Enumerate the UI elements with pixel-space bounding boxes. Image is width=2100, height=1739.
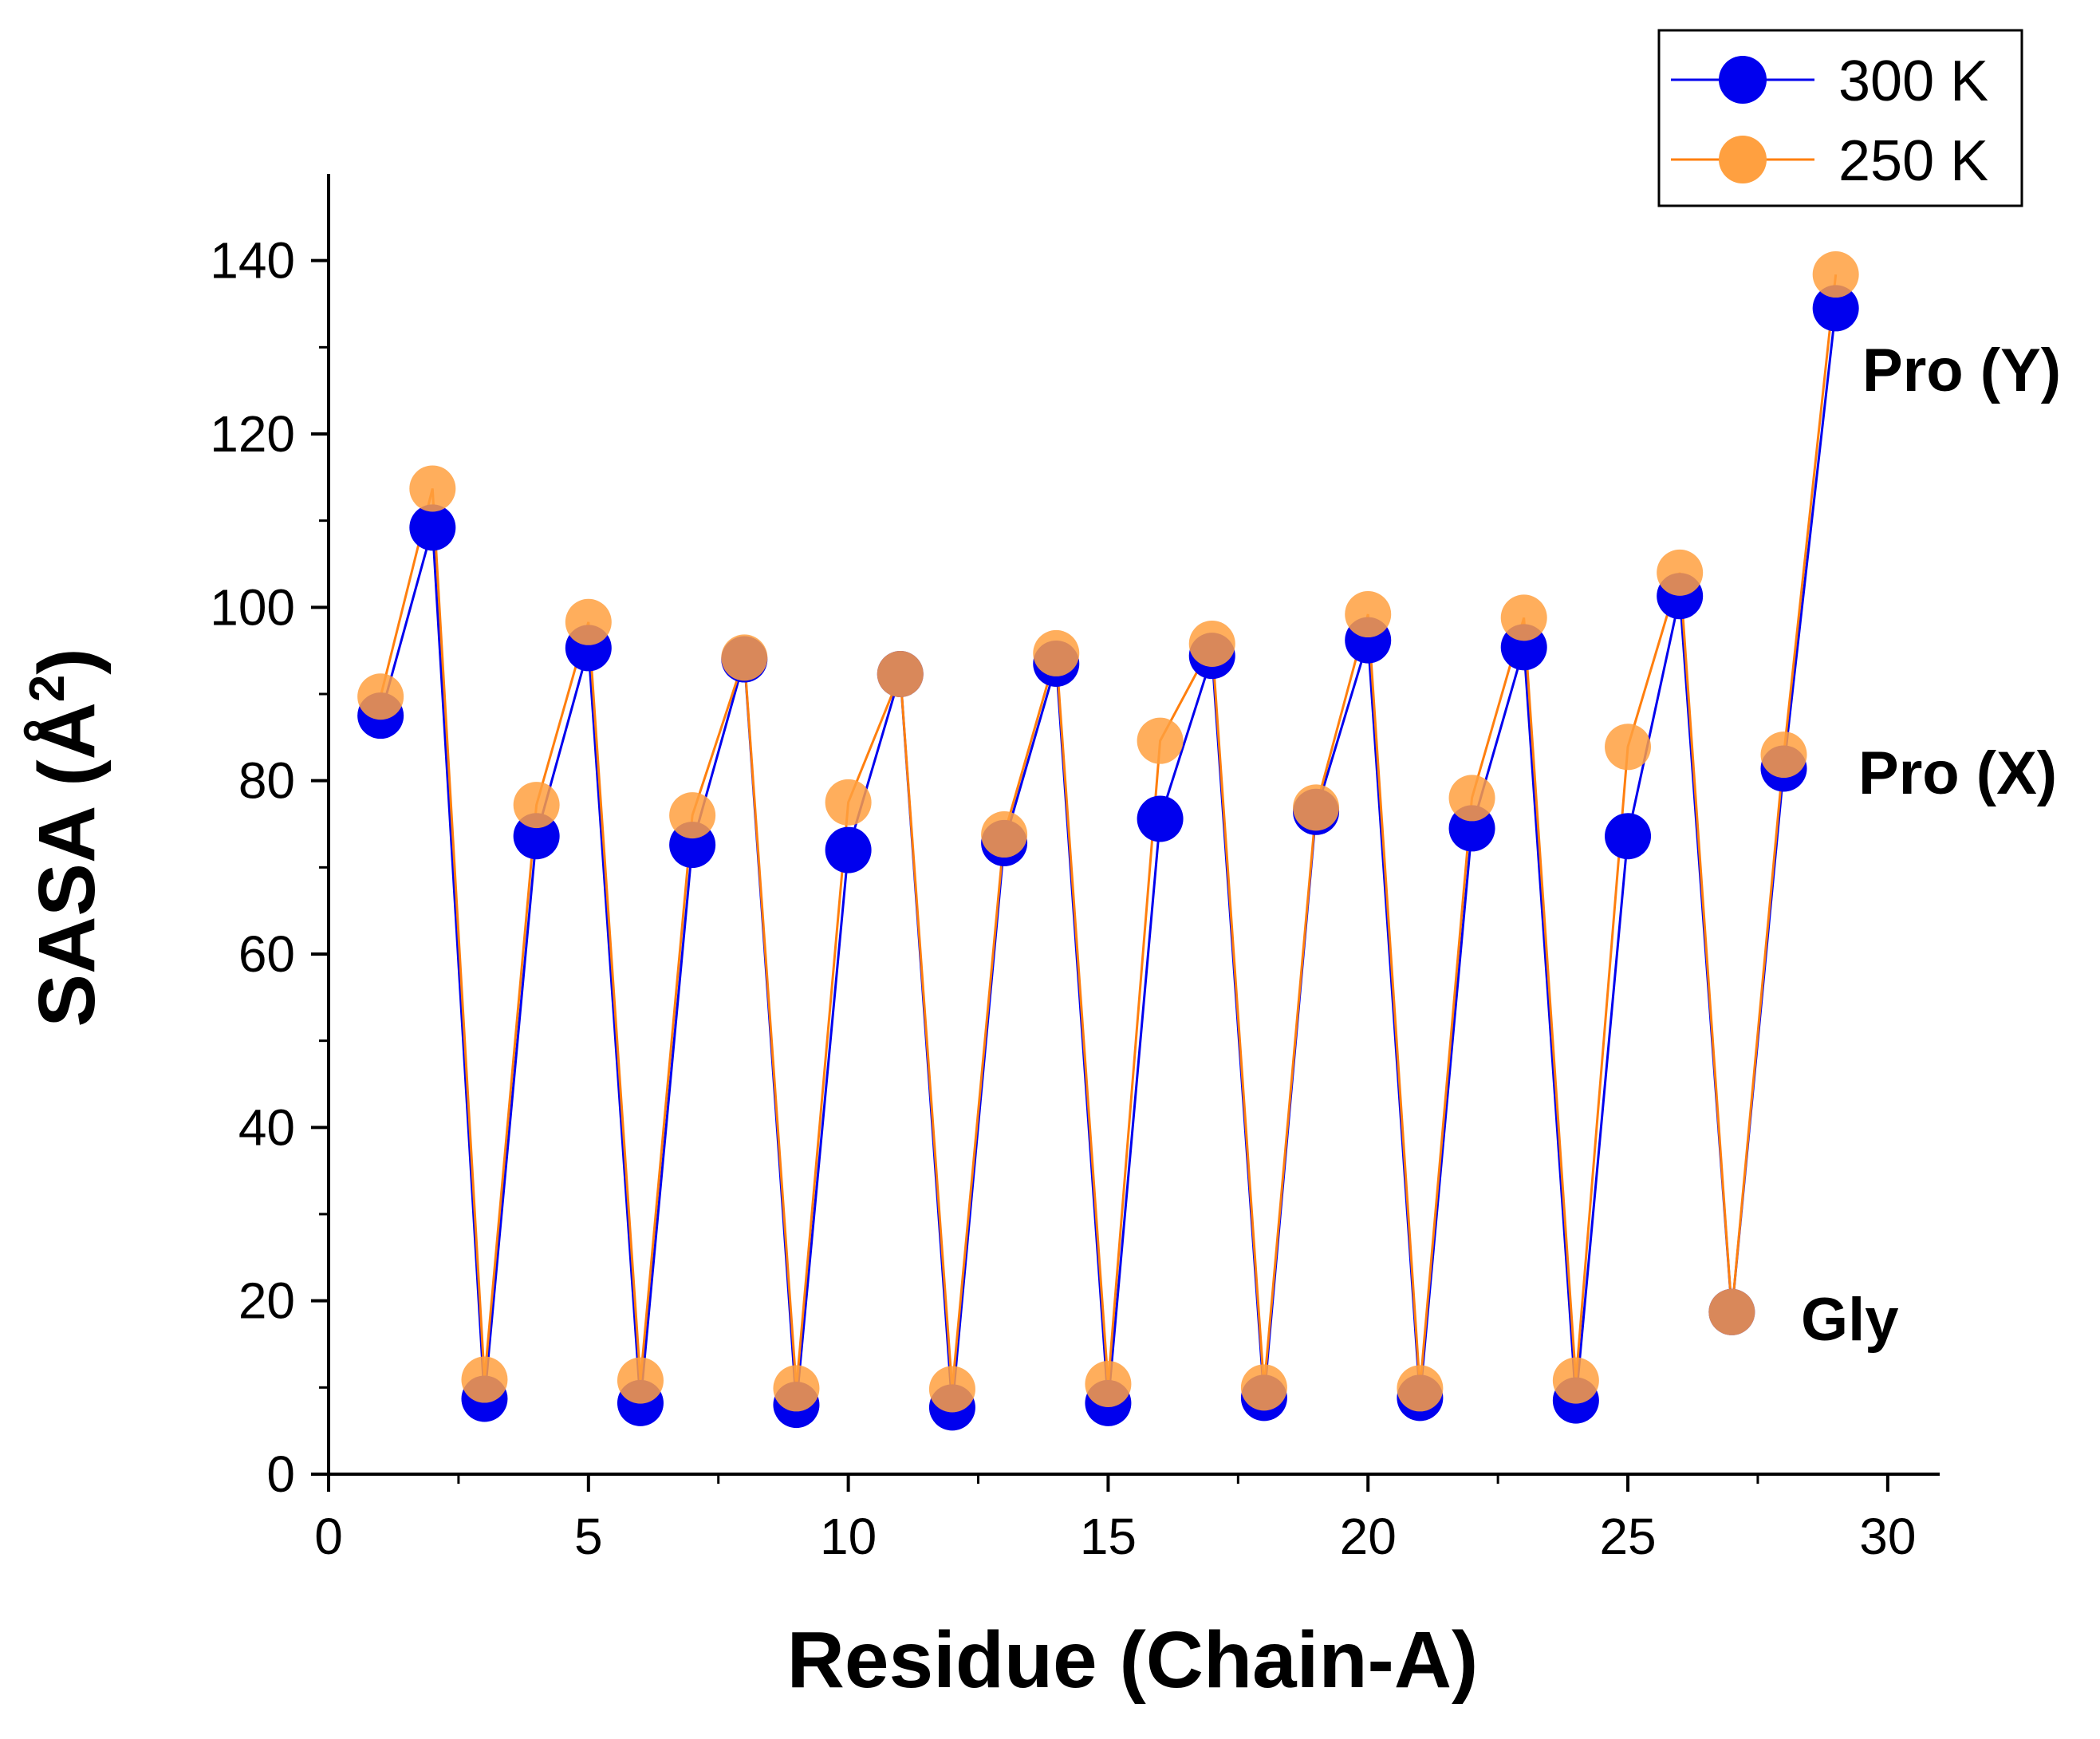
x-tick-label: 20 — [1340, 1508, 1397, 1565]
y-axis-title-sup: 2 — [20, 675, 75, 702]
series-points — [357, 251, 1859, 1431]
data-point-series-1 — [825, 779, 872, 826]
y-tick-label: 40 — [238, 1098, 295, 1156]
legend-label-250k: 250 K — [1838, 129, 1988, 193]
data-point-series-0 — [825, 826, 872, 873]
data-point-series-1 — [981, 811, 1028, 858]
y-axis-title-main: SASA (Å — [22, 702, 112, 1027]
x-tick-label: 25 — [1599, 1508, 1656, 1565]
data-point-series-1 — [1448, 775, 1495, 822]
legend-marker-300k — [1719, 56, 1767, 104]
data-point-series-0 — [1812, 285, 1859, 332]
y-tick-label: 80 — [238, 752, 295, 810]
data-point-series-1 — [1345, 591, 1392, 638]
legend-marker-250k — [1719, 136, 1767, 183]
annotation-pro-y: Pro (Y) — [1862, 337, 2061, 404]
data-point-series-1 — [461, 1356, 508, 1403]
series-line-0 — [379, 308, 1838, 1408]
data-point-series-1 — [409, 465, 456, 512]
legend-box — [1657, 29, 2023, 207]
data-point-series-0 — [409, 504, 456, 551]
data-point-series-1 — [1137, 717, 1184, 764]
data-point-series-0 — [1137, 795, 1184, 842]
data-point-series-1 — [721, 634, 768, 681]
x-tick-label: 30 — [1859, 1508, 1916, 1565]
x-tick-label: 5 — [574, 1508, 603, 1565]
x-axis-title: Residue (Chain-A) — [787, 1615, 1479, 1705]
data-point-series-1 — [1605, 724, 1652, 771]
legend-label-300k: 300 K — [1838, 49, 1988, 113]
annotation-gly: Gly — [1801, 1286, 1899, 1354]
data-point-series-1 — [617, 1357, 664, 1404]
data-point-series-1 — [1708, 1288, 1755, 1335]
data-point-series-1 — [357, 673, 404, 720]
data-point-series-1 — [1188, 620, 1235, 667]
x-tick-label: 0 — [314, 1508, 343, 1565]
data-point-series-1 — [773, 1365, 820, 1412]
x-tick-label: 10 — [820, 1508, 877, 1565]
y-tick-label: 60 — [238, 925, 295, 983]
y-axis-title-close: ) — [22, 648, 112, 674]
x-tick-label: 15 — [1080, 1508, 1137, 1565]
data-point-series-1 — [1812, 251, 1859, 298]
data-point-series-1 — [1240, 1364, 1287, 1411]
y-tick-label: 120 — [210, 405, 295, 463]
y-tick-label: 140 — [210, 232, 295, 290]
data-point-series-1 — [1552, 1357, 1599, 1404]
data-point-series-1 — [1397, 1365, 1444, 1412]
y-tick-label: 20 — [238, 1272, 295, 1330]
data-point-series-1 — [1085, 1360, 1132, 1407]
data-point-series-0 — [1605, 813, 1652, 860]
data-point-series-1 — [928, 1366, 975, 1413]
data-point-series-1 — [1500, 594, 1547, 641]
data-point-series-1 — [1033, 629, 1080, 676]
data-point-series-1 — [1760, 731, 1807, 779]
data-point-series-1 — [877, 651, 924, 698]
y-tick-label: 0 — [266, 1445, 295, 1503]
y-axis-title: SASA (Å2) — [20, 648, 112, 1027]
data-point-series-1 — [1657, 549, 1704, 596]
legend: 300 K 250 K — [1657, 29, 2023, 207]
data-point-series-1 — [565, 598, 612, 645]
data-point-series-1 — [669, 792, 716, 839]
annotation-pro-x: Pro (X) — [1858, 739, 2057, 807]
data-point-series-1 — [513, 782, 560, 829]
data-point-series-1 — [1293, 784, 1340, 831]
y-tick-label: 100 — [210, 578, 295, 636]
axes: 0 20 40 60 80 100 120 140 0 5 10 15 20 25 30 — [210, 174, 1940, 1565]
